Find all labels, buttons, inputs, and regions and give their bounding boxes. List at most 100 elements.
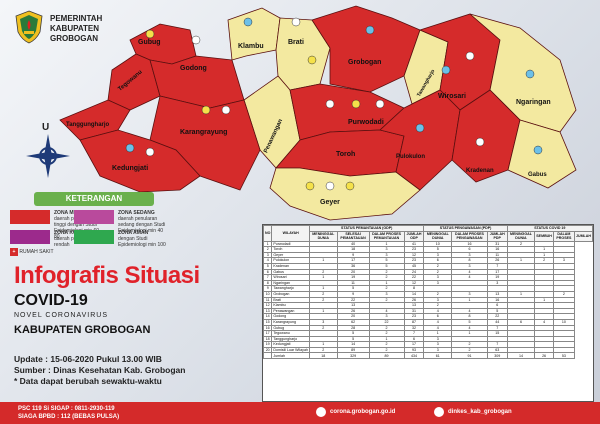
- table-cell: 5: [368, 263, 405, 270]
- table-cell: 26: [403, 296, 425, 304]
- table-cell: 6: [262, 268, 273, 276]
- table-cell: 15: [486, 330, 508, 337]
- region-klambu[interactable]: [227, 7, 281, 61]
- table-cell: 22: [403, 274, 425, 281]
- table-cell: 10: [552, 318, 575, 326]
- subheader-cell: SELESAI PEMANTAUAN: [336, 230, 370, 242]
- legend-swatch: [74, 210, 114, 224]
- table-cell: 14: [262, 313, 273, 320]
- table-cell: 2: [368, 296, 405, 304]
- government-name: PEMERINTAH KABUPATEN GROBOGAN: [50, 14, 102, 44]
- table-cell: 6: [506, 318, 536, 326]
- label-purwodadi: Purwodadi: [348, 119, 384, 126]
- table-cell: 32: [403, 324, 425, 332]
- legend-hospital: + RUMAH SAKIT: [10, 248, 54, 256]
- region-pulokulon[interactable]: [379, 89, 461, 191]
- table-cell: [506, 274, 536, 281]
- table-cell: [552, 302, 575, 309]
- subheader-cell: DALAM PROSES: [552, 230, 575, 242]
- table-cell: 3: [486, 279, 508, 287]
- table-cell: [552, 296, 575, 304]
- region-gabus[interactable]: [507, 119, 577, 189]
- table-cell: [486, 335, 508, 343]
- table-row: 16 Gubug 2 28 2 32 4 4 7: [262, 324, 593, 332]
- table-cell: 1: [368, 335, 405, 343]
- table-cell: 8: [403, 285, 425, 292]
- header-line3: GROBOGAN: [50, 34, 98, 43]
- table-cell: 2: [368, 274, 405, 281]
- table-cell: 12: [262, 302, 273, 309]
- table-cell: [506, 307, 536, 315]
- page-title: Infografis Situasi: [14, 262, 200, 289]
- table-row: 9 Tawangharjo 1 5 2 8: [262, 285, 593, 292]
- table-row: 3 Geyer 9 3 12 3 3 11 1: [262, 251, 593, 259]
- table-cell: 24: [403, 268, 425, 276]
- table-cell: 5: [262, 263, 273, 270]
- table-cell: 44: [486, 318, 508, 326]
- table-cell: [486, 285, 508, 292]
- table-cell: [506, 263, 536, 270]
- marker-icon: [145, 147, 155, 157]
- table-row: 6 Gabus 2 20 2 24 2 4 17: [262, 268, 593, 276]
- legend-zone-label: ZONA KUNING: [54, 230, 90, 236]
- col-no: NO: [262, 225, 273, 242]
- table-cell: 23: [403, 313, 425, 320]
- footer-website[interactable]: corona.grobogan.go.id: [330, 409, 396, 415]
- table-cell: [262, 352, 273, 360]
- table-cell: Grobogan: [271, 290, 310, 298]
- legend-zone-desc: daerah penularan rendah: [54, 236, 93, 248]
- table-cell: 3: [368, 313, 405, 320]
- region-kedungjati[interactable]: [79, 129, 201, 193]
- table-cell: 7: [486, 263, 508, 270]
- table-cell: 2: [368, 285, 405, 292]
- table-cell: 4: [262, 257, 273, 264]
- table-cell: [552, 330, 575, 337]
- table-cell: [506, 335, 536, 343]
- table-row: 2 Toroh 18 3 23 5 6 16 1: [262, 246, 593, 253]
- footer: PSC 119 Si SIGAP : 0811-2930-119 SIAGA B…: [0, 402, 600, 424]
- globe-icon: [316, 407, 326, 417]
- legend-zone-label: ZONA AMAN: [118, 230, 149, 236]
- region-tanggungharjo[interactable]: [59, 99, 131, 141]
- table-cell: 3: [552, 257, 575, 264]
- table-cell: 12: [403, 279, 425, 287]
- table-cell: 13: [262, 307, 273, 315]
- legend-zone-label: ZONA SEDANG: [118, 210, 155, 216]
- marker-icon: [375, 99, 385, 109]
- table-cell: [552, 324, 575, 332]
- table-cell: [506, 330, 536, 337]
- table-cell: 2: [368, 346, 405, 354]
- table-cell: Tanggungharjo: [271, 335, 310, 343]
- table-row: 7 Wirosari 1 19 2 22 3 4 19: [262, 274, 593, 281]
- subheader-cell: MENINGGAL DUNIA: [506, 230, 536, 242]
- footer-instagram[interactable]: dinkes_kab_grobogan: [448, 409, 512, 415]
- table-cell: 4: [368, 307, 405, 315]
- table-cell: Kedungjati: [271, 341, 310, 348]
- table-cell: [552, 341, 575, 348]
- table-cell: 2: [368, 330, 405, 337]
- table-cell: 93: [403, 346, 425, 354]
- region-geyer[interactable]: [269, 167, 421, 221]
- table-cell: [506, 302, 536, 309]
- table-cell: 23: [403, 257, 425, 264]
- table-row: 12 Klambu 13 13 2 6: [262, 302, 593, 309]
- table-cell: 18: [262, 335, 273, 343]
- table-cell: 20: [262, 346, 273, 354]
- compass-icon: U: [26, 122, 70, 178]
- table-cell: Geyer: [271, 251, 310, 259]
- instagram-icon: [434, 407, 444, 417]
- hospital-icon: +: [10, 248, 18, 256]
- table-cell: 61: [423, 352, 453, 360]
- table-cell: [506, 324, 536, 332]
- header-line2: KABUPATEN: [50, 24, 100, 33]
- table-cell: 53: [552, 352, 575, 360]
- table-cell: Ngaringan: [271, 279, 310, 287]
- table-cell: 22: [368, 318, 405, 326]
- table-row: 13 Penawangan 1 26 4 31 4 4 5: [262, 307, 593, 315]
- table-cell: 3: [368, 290, 405, 298]
- table-cell: 329: [336, 352, 370, 360]
- marker-icon: [243, 17, 253, 27]
- table-cell: 89: [368, 352, 405, 360]
- label-karangrayung: Karangrayung: [180, 129, 227, 136]
